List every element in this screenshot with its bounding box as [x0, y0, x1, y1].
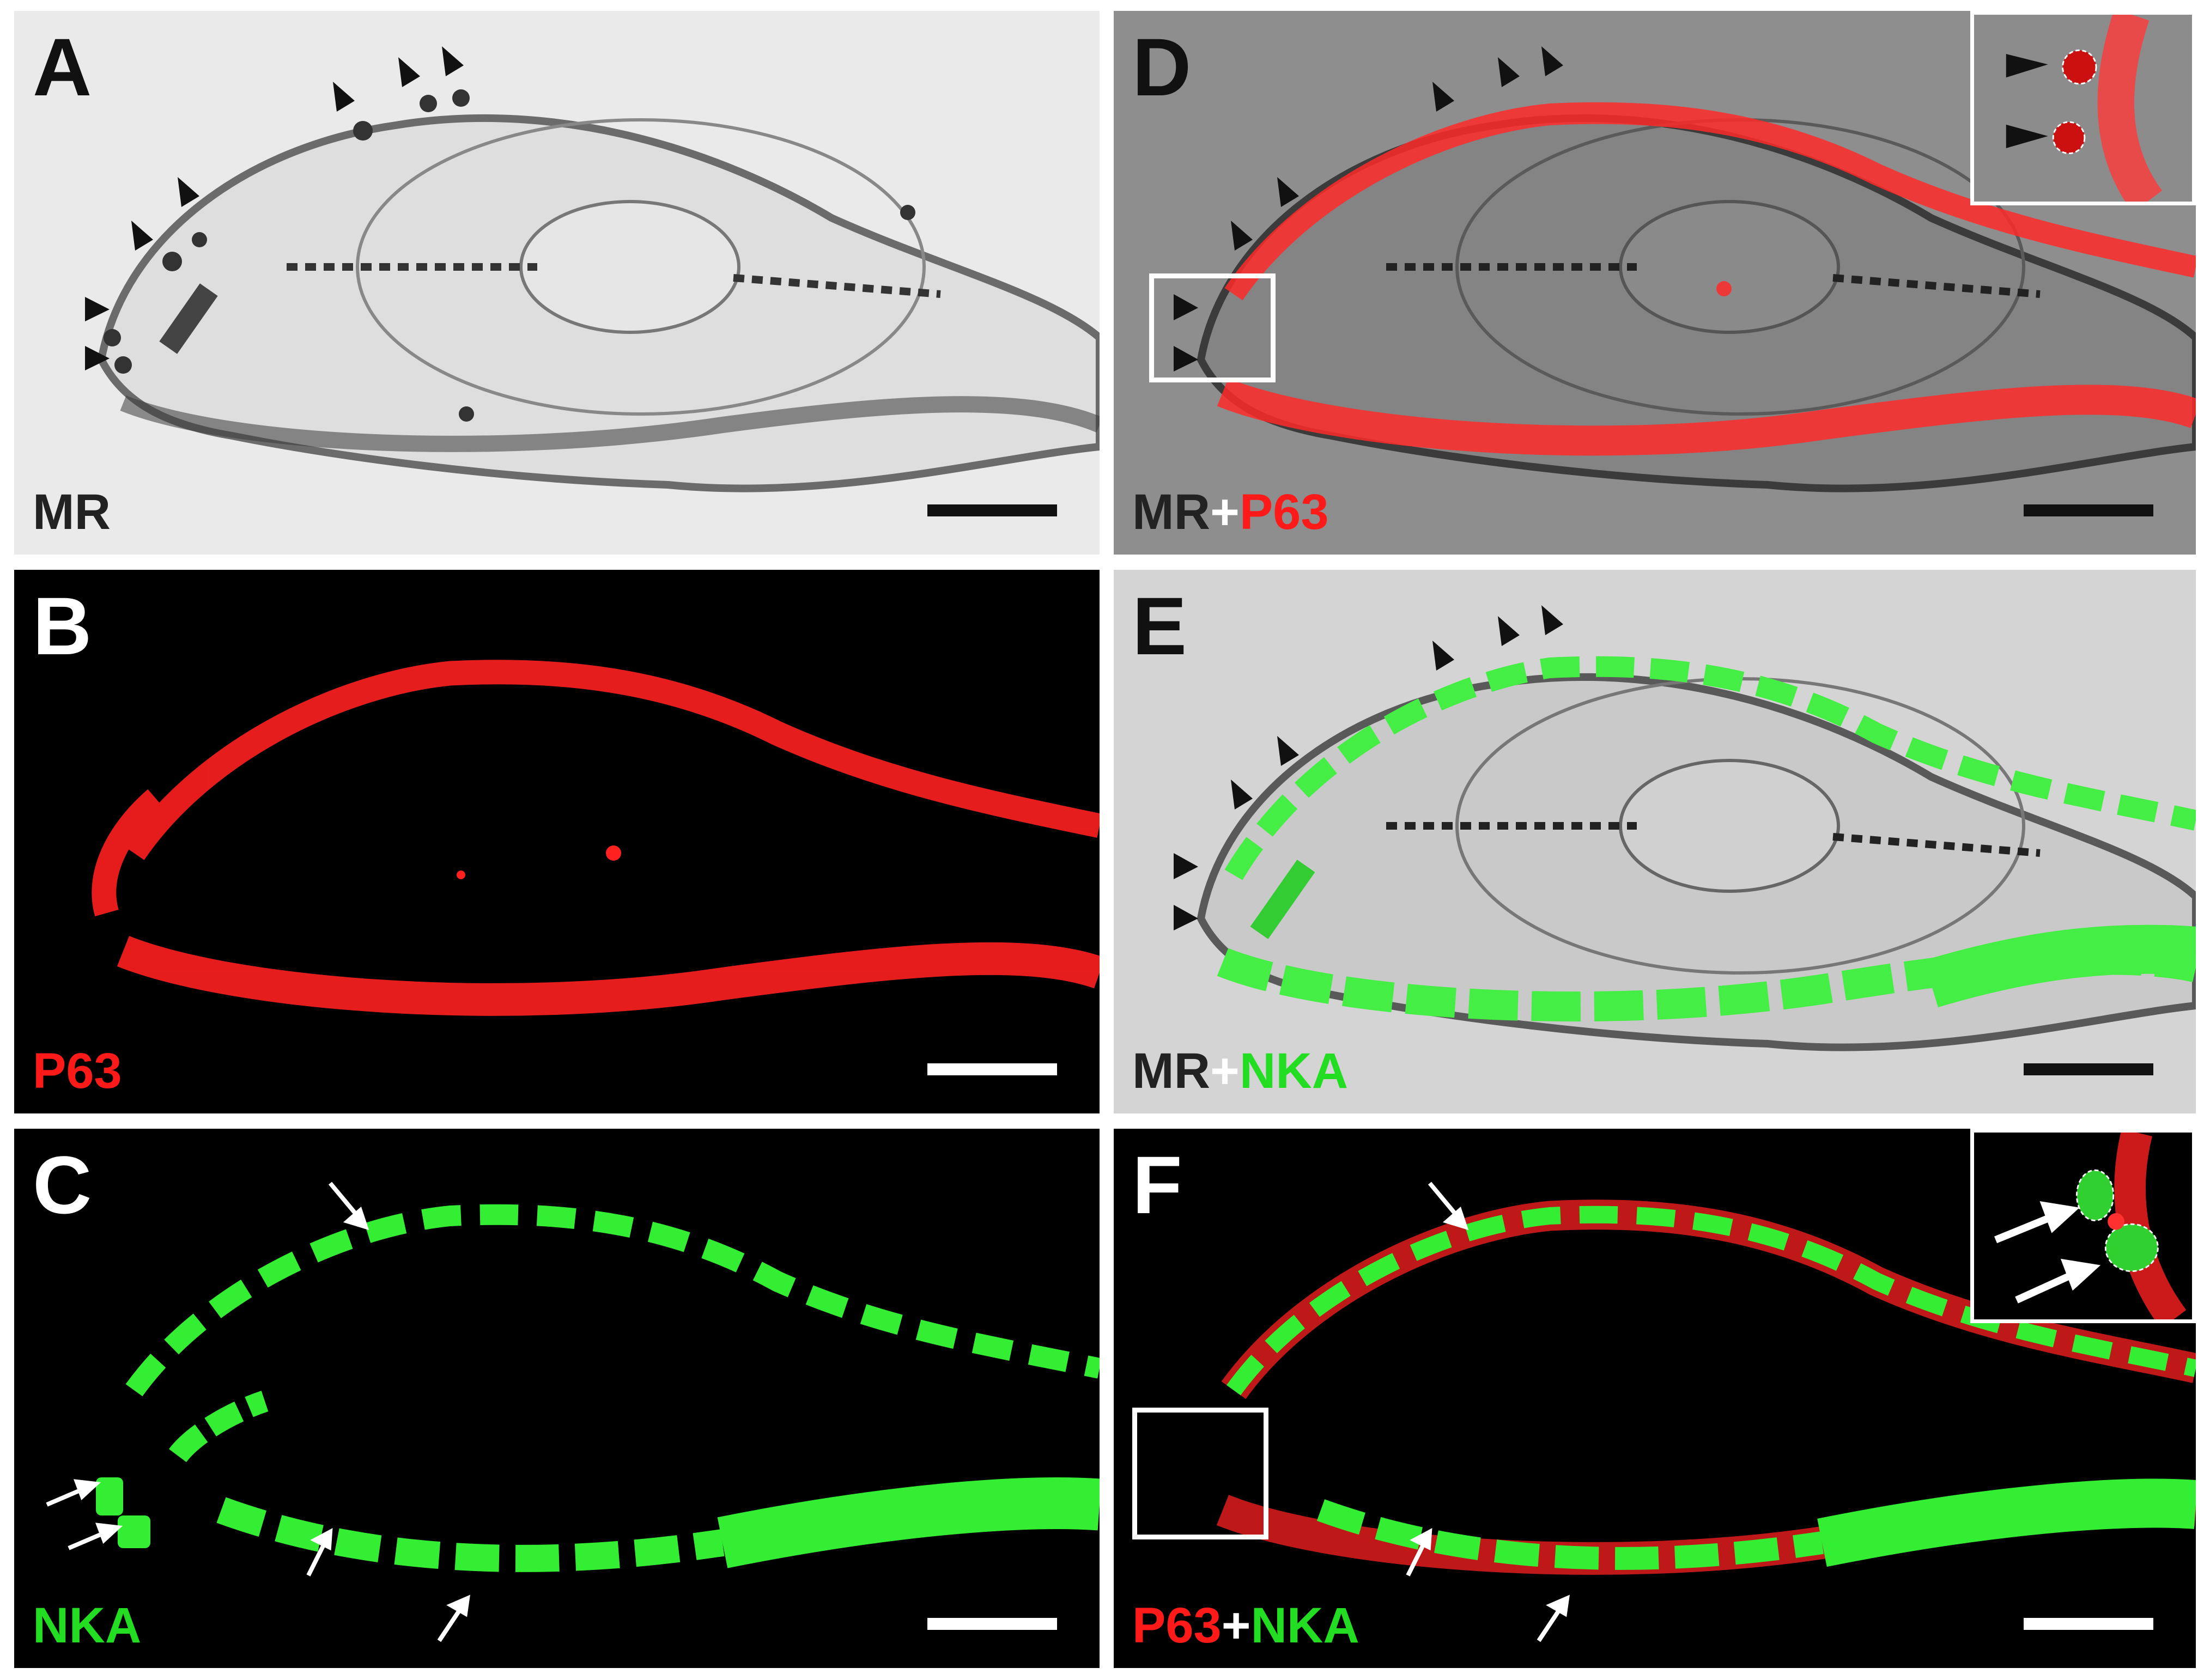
panel-b: B P63 [14, 570, 1100, 1113]
scale-bar [927, 1063, 1057, 1075]
magnified-inset [1970, 11, 2196, 205]
panel-label-f: F [1132, 1139, 1182, 1231]
panel-d: D MR+P63 [1114, 11, 2196, 555]
nka-fluorescence-image [14, 1129, 1100, 1668]
mr-nka-merge-image [1114, 570, 2196, 1113]
panel-a: A MR [14, 11, 1100, 555]
caption-plus: + [1210, 484, 1240, 540]
panel-label-d: D [1132, 21, 1192, 113]
p63-nka-merge-image [1114, 1129, 2196, 1668]
scale-bar [927, 504, 1057, 516]
arrow-markers-c [46, 1182, 470, 1642]
panel-label-c: C [33, 1139, 92, 1231]
region-of-interest-box [1132, 1408, 1268, 1539]
caption-plus: + [1210, 1043, 1240, 1099]
inset-image [1975, 15, 2191, 202]
panel-c: C NKA [14, 1129, 1100, 1668]
panel-f: F P63+NKA [1114, 1129, 2196, 1668]
caption-mr: MR [1132, 484, 1211, 540]
caption-p63: P63 [1239, 484, 1329, 540]
caption-p63: P63 [1132, 1598, 1222, 1653]
caption-mr: MR [33, 484, 111, 540]
mr-p63-merge-image [1114, 11, 2196, 555]
magnified-inset [1970, 1129, 2196, 1323]
panel-caption-f: P63+NKA [1132, 1600, 1359, 1651]
caption-mr: MR [1132, 1043, 1211, 1099]
mr-grayscale-image [14, 11, 1100, 555]
region-of-interest-box [1149, 273, 1276, 382]
scale-bar [2024, 1618, 2153, 1630]
panel-caption-a: MR [33, 487, 111, 537]
caption-plus: + [1221, 1598, 1251, 1653]
panel-caption-c: NKA [33, 1600, 141, 1651]
scale-bar [927, 1618, 1057, 1630]
p63-fluorescence-image [14, 570, 1100, 1113]
scale-bar [2024, 504, 2153, 516]
caption-nka: NKA [1250, 1598, 1359, 1653]
panel-label-b: B [33, 580, 92, 672]
panel-caption-d: MR+P63 [1132, 487, 1329, 537]
panel-caption-e: MR+NKA [1132, 1046, 1348, 1096]
panel-label-e: E [1132, 580, 1187, 672]
scale-bar [2024, 1063, 2153, 1075]
arrowhead-markers-a [85, 46, 464, 370]
panel-e: E MR+NKA [1114, 570, 2196, 1113]
caption-nka: NKA [1239, 1043, 1349, 1099]
caption-nka: NKA [33, 1598, 142, 1653]
panel-label-a: A [33, 21, 92, 113]
panel-caption-b: P63 [33, 1046, 122, 1096]
inset-image [1975, 1133, 2191, 1319]
caption-p63: P63 [33, 1043, 122, 1099]
